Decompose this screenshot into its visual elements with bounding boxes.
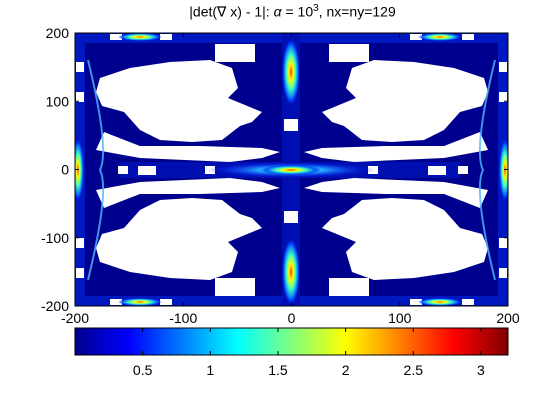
colorbar-tick-label: 1.5 bbox=[268, 362, 288, 378]
y-tick-label: 100 bbox=[46, 93, 70, 109]
colorbar-tick-label: 2 bbox=[342, 362, 350, 378]
colorbar-tick-label: 3 bbox=[477, 362, 485, 378]
x-tick-label: -200 bbox=[61, 310, 89, 326]
y-axis: 200 100 0 -100 -200 bbox=[41, 25, 508, 314]
x-tick-label: 200 bbox=[496, 310, 520, 326]
chart-title: |det(∇ x) - 1|: α = 103, nx=ny=129 bbox=[189, 3, 396, 20]
y-tick-label: 200 bbox=[46, 25, 70, 41]
y-tick-label: -200 bbox=[41, 298, 69, 314]
colorbar-ticks: 0.5 1 1.5 2 2.5 3 bbox=[133, 328, 485, 378]
heatmap-field bbox=[75, 33, 508, 306]
x-tick-label: -100 bbox=[169, 310, 197, 326]
colorbar-tick-label: 0.5 bbox=[133, 362, 153, 378]
x-tick-label: 100 bbox=[388, 310, 412, 326]
colorbar bbox=[74, 327, 509, 356]
colorbar-tick-label: 2.5 bbox=[404, 362, 424, 378]
colorbar-tick-label: 1 bbox=[206, 362, 214, 378]
x-tick-label: 0 bbox=[288, 310, 296, 326]
x-axis: -200 -100 0 100 200 bbox=[61, 33, 520, 326]
y-tick-label: -100 bbox=[41, 230, 69, 246]
hot-spots bbox=[75, 33, 508, 306]
ridge-arcs bbox=[87, 59, 496, 281]
masked-regions bbox=[76, 34, 507, 305]
y-tick-label: 0 bbox=[61, 162, 69, 178]
